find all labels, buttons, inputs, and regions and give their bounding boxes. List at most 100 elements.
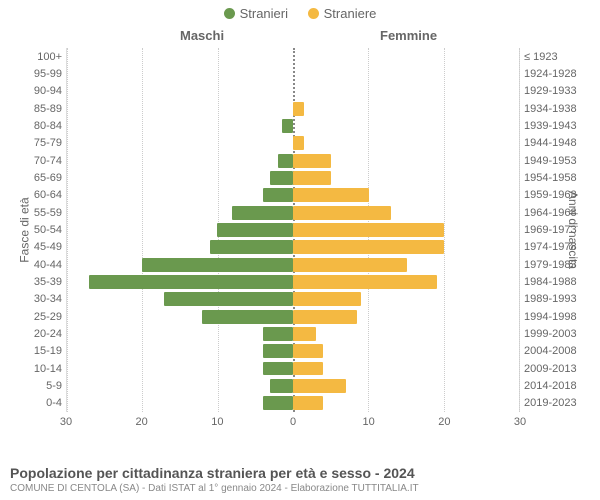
age-row: 5-92014-2018 <box>10 377 590 394</box>
age-label: 50-54 <box>10 224 62 236</box>
bar-female <box>293 171 331 185</box>
birth-year-label: 1954-1958 <box>524 172 590 184</box>
bar-male <box>270 379 293 393</box>
age-label: 15-19 <box>10 345 62 357</box>
birth-year-label: 1974-1978 <box>524 241 590 253</box>
bar-male <box>232 206 293 220</box>
age-row: 50-54 1969-1973 <box>10 221 590 238</box>
age-label: 25-29 <box>10 311 62 323</box>
bar-male <box>210 240 293 254</box>
bar-male <box>263 362 293 376</box>
age-row: 90-941929-1933 <box>10 83 590 100</box>
x-tick: 0 <box>290 416 296 428</box>
legend-swatch-male <box>224 8 235 19</box>
birth-year-label: 1999-2003 <box>524 328 590 340</box>
birth-year-label: 1924-1928 <box>524 68 590 80</box>
bar-female <box>293 362 323 376</box>
age-row: 0-4 2019-2023 <box>10 395 590 412</box>
birth-year-label: ≤ 1923 <box>524 51 590 63</box>
age-label: 100+ <box>10 51 62 63</box>
bar-female <box>293 396 323 410</box>
bar-female <box>293 310 357 324</box>
age-row: 80-84 1939-1943 <box>10 117 590 134</box>
age-label: 35-39 <box>10 276 62 288</box>
bar-female <box>293 223 444 237</box>
birth-year-label: 1949-1953 <box>524 155 590 167</box>
age-label: 70-74 <box>10 155 62 167</box>
age-row: 35-39 1984-1988 <box>10 273 590 290</box>
birth-year-label: 1969-1973 <box>524 224 590 236</box>
x-tick: 20 <box>438 416 450 428</box>
age-label: 95-99 <box>10 68 62 80</box>
chart-rows: 100+ ≤ 1923 95-99 1924-1928 90-941929-193385… <box>10 48 590 412</box>
age-row: 85-891934-1938 <box>10 100 590 117</box>
age-label: 30-34 <box>10 293 62 305</box>
birth-year-label: 1959-1963 <box>524 189 590 201</box>
age-row: 55-591964-1968 <box>10 204 590 221</box>
col-header-male: Maschi <box>180 28 224 43</box>
bar-male <box>217 223 293 237</box>
bar-male <box>270 171 293 185</box>
age-label: 45-49 <box>10 241 62 253</box>
birth-year-label: 1989-1993 <box>524 293 590 305</box>
legend-label-female: Straniere <box>324 6 377 21</box>
bar-male <box>263 344 293 358</box>
age-row: 10-14 2009-2013 <box>10 360 590 377</box>
bar-male <box>142 258 293 272</box>
age-label: 90-94 <box>10 85 62 97</box>
bar-female <box>293 275 437 289</box>
x-axis: 3020100102030 <box>66 416 520 432</box>
age-row: 95-99 1924-1928 <box>10 65 590 82</box>
age-label: 10-14 <box>10 363 62 375</box>
footer-subtitle: COMUNE DI CENTOLA (SA) - Dati ISTAT al 1… <box>10 483 590 494</box>
birth-year-label: 2014-2018 <box>524 380 590 392</box>
birth-year-label: 1944-1948 <box>524 137 590 149</box>
age-label: 55-59 <box>10 207 62 219</box>
age-row: 75-79 1944-1948 <box>10 135 590 152</box>
legend-label-male: Stranieri <box>240 6 288 21</box>
birth-year-label: 2019-2023 <box>524 397 590 409</box>
bar-male <box>282 119 293 133</box>
bar-male <box>263 327 293 341</box>
bar-male <box>278 154 293 168</box>
bar-female <box>293 258 407 272</box>
age-label: 40-44 <box>10 259 62 271</box>
x-tick: 10 <box>211 416 223 428</box>
bar-male <box>89 275 293 289</box>
age-row: 40-441979-1983 <box>10 256 590 273</box>
bar-female <box>293 240 444 254</box>
column-headers: Maschi Femmine <box>10 28 590 46</box>
legend-item-male: Stranieri <box>224 6 288 21</box>
col-header-female: Femmine <box>380 28 437 43</box>
birth-year-label: 1934-1938 <box>524 103 590 115</box>
bar-male <box>202 310 293 324</box>
x-tick: 30 <box>60 416 72 428</box>
bar-female <box>293 188 369 202</box>
age-row: 65-69 1954-1958 <box>10 169 590 186</box>
bar-male <box>263 396 293 410</box>
age-label: 0-4 <box>10 397 62 409</box>
x-tick: 30 <box>514 416 526 428</box>
legend-item-female: Straniere <box>308 6 377 21</box>
footer-title: Popolazione per cittadinanza straniera p… <box>10 465 590 481</box>
age-row: 30-34 1989-1993 <box>10 291 590 308</box>
legend-swatch-female <box>308 8 319 19</box>
bar-male <box>263 188 293 202</box>
bar-male <box>164 292 293 306</box>
birth-year-label: 2009-2013 <box>524 363 590 375</box>
age-label: 80-84 <box>10 120 62 132</box>
age-label: 75-79 <box>10 137 62 149</box>
birth-year-label: 1994-1998 <box>524 311 590 323</box>
age-label: 65-69 <box>10 172 62 184</box>
legend: Stranieri Straniere <box>0 0 600 24</box>
age-row: 60-641959-1963 <box>10 187 590 204</box>
chart-footer: Popolazione per cittadinanza straniera p… <box>10 465 590 494</box>
bar-female <box>293 136 304 150</box>
pyramid-chart: Maschi Femmine Fasce di età Anni di nasc… <box>10 24 590 436</box>
birth-year-label: 1939-1943 <box>524 120 590 132</box>
bar-female <box>293 379 346 393</box>
birth-year-label: 1984-1988 <box>524 276 590 288</box>
age-row: 20-241999-2003 <box>10 325 590 342</box>
birth-year-label: 2004-2008 <box>524 345 590 357</box>
age-row: 100+ ≤ 1923 <box>10 48 590 65</box>
